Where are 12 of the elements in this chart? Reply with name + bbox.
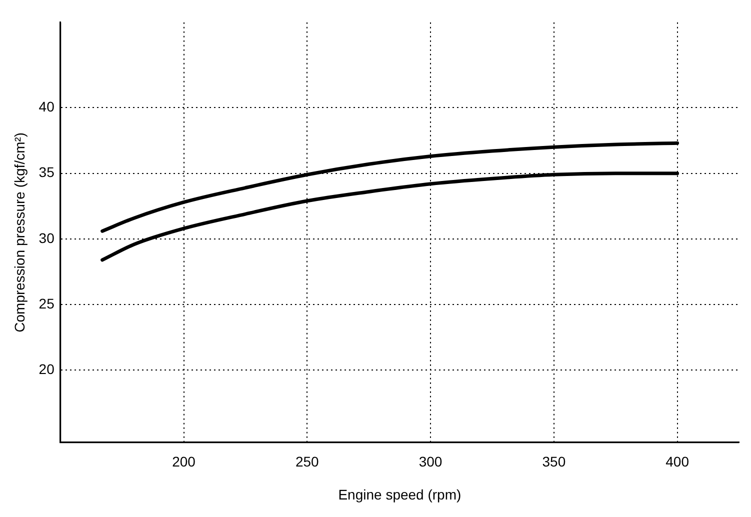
x-tick-label: 400 [666, 454, 690, 470]
x-tick-label: 300 [418, 454, 442, 470]
y-axis-title: Compression pressure (kgf/cm²) [11, 132, 28, 332]
y-tick-label: 20 [38, 361, 55, 378]
x-tick-label: 200 [172, 454, 196, 470]
y-tick-label: 40 [38, 98, 55, 115]
y-tick-label: 25 [38, 295, 55, 312]
x-tick-label: 250 [295, 454, 320, 470]
y-tick-label: 30 [38, 230, 55, 246]
x-axis-title: Engine speed (rpm) [338, 486, 462, 502]
y-tick-label: 35 [38, 164, 55, 180]
x-tick-label: 350 [542, 454, 566, 470]
